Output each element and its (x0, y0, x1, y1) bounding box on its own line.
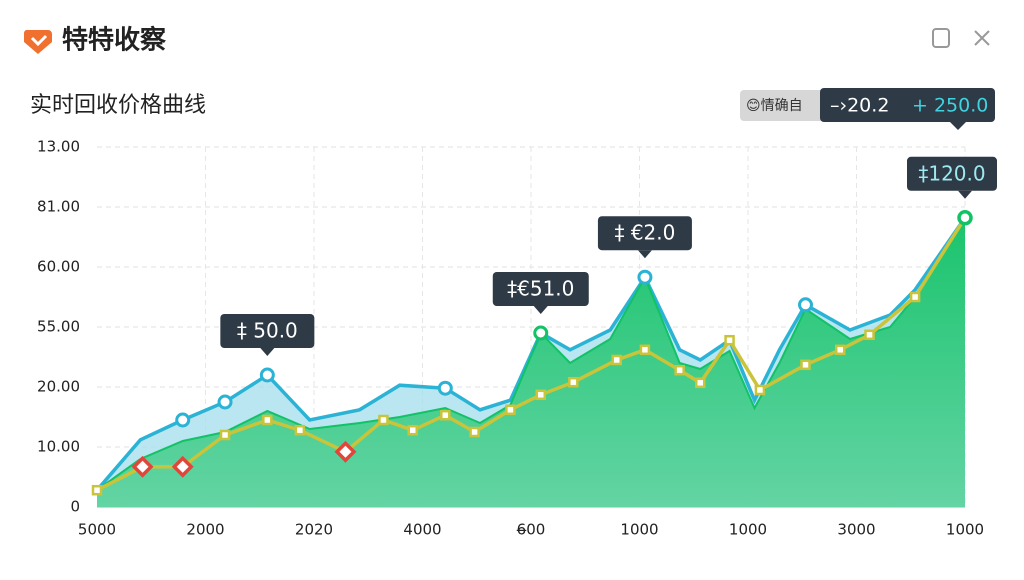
callout-bg (907, 156, 997, 191)
point-marker (909, 291, 921, 303)
point-marker (754, 384, 766, 396)
point-marker (674, 364, 685, 376)
callout-label: ‡120.0 (918, 161, 985, 185)
legend-bg (820, 88, 995, 122)
callout-bg (220, 314, 315, 348)
y-tick-label: 20.00 (37, 378, 80, 396)
x-tick-label: 2020 (295, 521, 333, 539)
window-icon[interactable] (932, 28, 950, 48)
plot: 0 10.00 20.00 55.00 60.00 81.00 13.00 5000 2000 2… (37, 138, 997, 539)
point-marker (535, 389, 547, 401)
point-marker (568, 376, 579, 388)
point-marker (798, 297, 814, 313)
callout-bg (492, 272, 589, 306)
point-marker (407, 424, 418, 436)
callout-label: ‡ €2.0 (614, 221, 675, 245)
point-marker (294, 424, 306, 436)
y-tick-label: 60.00 (37, 258, 80, 276)
legend-pointer (950, 122, 966, 130)
y-tick-label: 10.00 (37, 438, 80, 456)
point-marker (217, 394, 233, 410)
callout-pointer (533, 306, 548, 314)
legend-item: –›20.2 (830, 95, 889, 117)
area (97, 217, 965, 508)
x-tick-label: 2000 (186, 521, 224, 539)
callout-pointer (637, 250, 652, 259)
point-marker (864, 329, 875, 341)
point-marker (171, 455, 194, 478)
point-marker (131, 455, 154, 478)
app-name: 特特收察 (62, 25, 167, 56)
y-tick-label: 55.00 (37, 318, 80, 336)
point-marker (637, 269, 653, 285)
x-tick-label: 4000 (403, 521, 441, 539)
point-marker (724, 334, 735, 346)
callout-label: ‡€51.0 (507, 277, 574, 301)
point-marker (91, 484, 103, 496)
point-marker (175, 412, 191, 428)
point-marker (334, 440, 357, 463)
point-marker (259, 367, 275, 383)
legend-badge-bg (740, 90, 830, 121)
callout-pointer (958, 190, 972, 199)
point-marker (611, 354, 622, 366)
point-marker (437, 380, 453, 396)
callout-label: ‡ 50.0 (237, 319, 298, 343)
logo-check (30, 34, 48, 47)
x-tick-label: 1000 (729, 521, 767, 539)
point-marker (695, 377, 706, 389)
point-marker (378, 414, 389, 426)
point-marker (505, 404, 516, 416)
chart-title: 实时回收价格曲线 (30, 93, 206, 118)
point-marker (834, 344, 846, 356)
x-tick-label: 3000 (837, 521, 875, 539)
point-marker (957, 210, 973, 226)
point-marker (469, 426, 480, 438)
point-marker (533, 325, 549, 341)
x-tick-label: 6̶00 (516, 521, 545, 539)
point-marker (800, 359, 811, 371)
point-marker (639, 344, 651, 356)
y-tick-label: 0 (70, 498, 80, 516)
x-tick-label: 5000 (78, 521, 116, 539)
callout-pointer (260, 348, 275, 356)
close-button[interactable] (974, 30, 990, 46)
point-marker (262, 414, 273, 426)
y-tick-label: 13.00 (37, 138, 80, 156)
point-marker (219, 429, 231, 441)
point-marker (440, 409, 451, 421)
legend-item: + 250.0 (912, 95, 988, 117)
x-tick-label: 1000 (946, 521, 984, 539)
y-tick-label: 81.00 (37, 198, 80, 216)
legend-badge: 😊情确自 (746, 98, 803, 114)
callout-bg (597, 216, 692, 251)
x-tick-label: 1000 (620, 521, 658, 539)
